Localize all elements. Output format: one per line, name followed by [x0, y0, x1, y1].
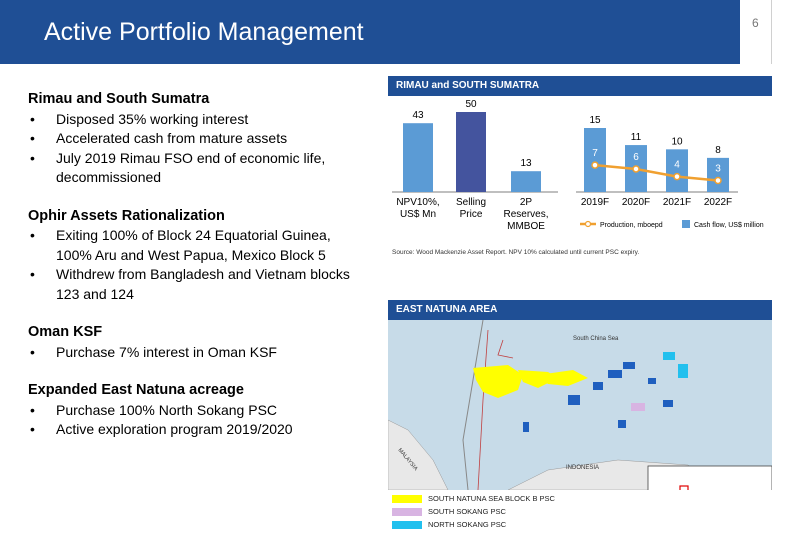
tick-label: US$ Mn	[400, 209, 436, 220]
legend-item: NORTH SOKANG PSC	[392, 520, 506, 530]
map-graphic: South China Sea INDONESIA MALAYSIA	[388, 320, 772, 490]
bullet-item: • Accelerated cash from mature assets	[30, 130, 288, 146]
field	[568, 395, 580, 405]
page-title: Active Portfolio Management	[44, 18, 364, 46]
sea-label: South China Sea	[573, 336, 619, 342]
legend-swatch	[392, 508, 422, 517]
field	[523, 422, 529, 432]
section-heading: Rimau and South Sumatra	[28, 91, 210, 107]
tick-label: 2020F	[622, 197, 650, 208]
tick-label: 2P	[520, 197, 533, 208]
legend-item: SOUTH SOKANG PSC	[392, 507, 506, 517]
tick-label: MMBOE	[507, 221, 545, 232]
legend-swatch	[682, 220, 690, 228]
bar	[403, 123, 433, 192]
data-label: 13	[520, 158, 532, 169]
data-label: 10	[671, 136, 683, 147]
bar	[456, 112, 486, 192]
legend-marker	[584, 220, 592, 228]
field	[648, 378, 656, 384]
tick-label: Reserves,	[503, 209, 548, 220]
line-point	[714, 176, 722, 185]
tick-label: 2019F	[581, 197, 609, 208]
north-sokang-area	[663, 352, 675, 360]
section-heading: Oman KSF	[28, 324, 103, 340]
bullet-item: • Disposed 35% working interest	[30, 110, 249, 127]
legend-swatch	[392, 521, 422, 530]
bullet-item: • Active exploration program 2019/2020	[30, 421, 293, 437]
data-label: 3	[715, 163, 721, 174]
natuna-panel-header: EAST NATUNA AREA	[388, 300, 772, 320]
legend-label: Cash flow, US$ million	[694, 222, 764, 229]
bar	[511, 171, 541, 192]
data-label: 15	[589, 115, 601, 126]
tick-label: NPV10%,	[396, 197, 439, 208]
data-label: 7	[592, 148, 598, 159]
tick-label: Price	[460, 209, 483, 220]
legend-label: Production, mboepd	[600, 222, 663, 229]
inset-map	[647, 465, 772, 490]
east-natuna-map: South China Sea INDONESIA MALAYSIA	[388, 320, 772, 490]
rimau-panel-header: RIMAU and SOUTH SUMATRA	[388, 76, 772, 96]
section-heading: Expanded East Natuna acreage	[28, 382, 244, 398]
title-bar: Active Portfolio Management	[0, 0, 740, 64]
bar	[707, 157, 729, 192]
divider	[771, 0, 772, 64]
field	[663, 400, 673, 407]
bullet-item: • Purchase 7% interest in Oman KSF	[30, 343, 277, 360]
tick-label: 2022F	[704, 197, 732, 208]
source-note: Source: Wood Mackenzie Asset Report. NPV…	[392, 249, 640, 256]
field	[608, 370, 622, 378]
field	[623, 362, 635, 369]
field	[593, 382, 603, 390]
indonesia-label: INDONESIA	[566, 465, 599, 471]
block-b-area	[473, 365, 523, 398]
production-line	[594, 163, 719, 182]
tick-label: Selling	[456, 197, 486, 208]
south-sokang-area	[631, 403, 645, 411]
data-label: 6	[633, 152, 639, 163]
line-point	[673, 172, 681, 181]
bar	[666, 149, 688, 192]
north-sokang-area	[678, 364, 688, 378]
tick-label: 2021F	[663, 197, 691, 208]
boundary-line	[497, 339, 514, 359]
section-heading: Ophir Assets Rationalization	[28, 207, 225, 224]
page-number: 6	[752, 16, 759, 30]
bullet-item: • Exiting 100% of Block 24 Equatorial Gui…	[30, 227, 331, 263]
data-label: 50	[465, 99, 477, 110]
legend-swatch	[392, 495, 422, 504]
bullet-list: Rimau and South Sumatra • Disposed 35% wo…	[28, 90, 368, 440]
field	[618, 420, 626, 428]
legend-item: SOUTH NATUNA SEA BLOCK B PSC	[392, 494, 555, 504]
data-label: 4	[674, 160, 680, 171]
data-label: 11	[631, 132, 642, 143]
line-point	[632, 165, 640, 173]
data-label: 43	[412, 110, 424, 121]
bullet-item: • Withdrew from Bangladesh and Vietnam bl…	[30, 266, 350, 302]
bullet-item: • July 2019 Rimau FSO end of economic lif…	[30, 149, 326, 186]
malaysia-landmass	[388, 419, 449, 490]
block-b-area	[538, 370, 588, 386]
bullet-item: • Purchase 100% North Sokang PSC	[30, 401, 278, 418]
bar	[584, 128, 606, 192]
boundary-line	[462, 320, 484, 490]
inset-highlight	[679, 485, 689, 490]
data-label: 8	[715, 145, 721, 156]
line-point	[591, 161, 599, 169]
boundary-line	[477, 329, 489, 490]
